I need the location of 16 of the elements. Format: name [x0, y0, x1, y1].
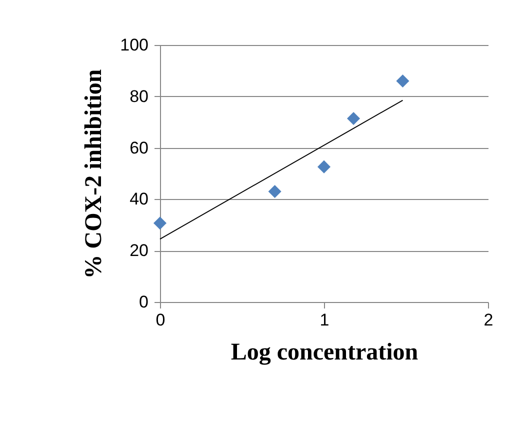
- point: [396, 74, 410, 88]
- y-tick-label: 40: [130, 190, 148, 209]
- y-tick-label: 0: [139, 292, 148, 312]
- x-tick-label: 2: [484, 310, 494, 330]
- point: [268, 184, 282, 198]
- y-tick-label: 80: [130, 86, 148, 106]
- y-tick-label: 20: [130, 241, 148, 260]
- x-axis-title: Log concentration: [230, 340, 418, 366]
- point: [153, 216, 167, 230]
- point: [347, 112, 360, 126]
- y-tick-label: 60: [130, 138, 148, 158]
- y-tick-label: 100: [120, 36, 148, 54]
- x-tick-label: 0: [156, 310, 166, 330]
- x-tick-label: 1: [320, 310, 330, 330]
- point: [317, 160, 331, 174]
- y-axis-title: % COX-2 inhibition: [81, 69, 108, 279]
